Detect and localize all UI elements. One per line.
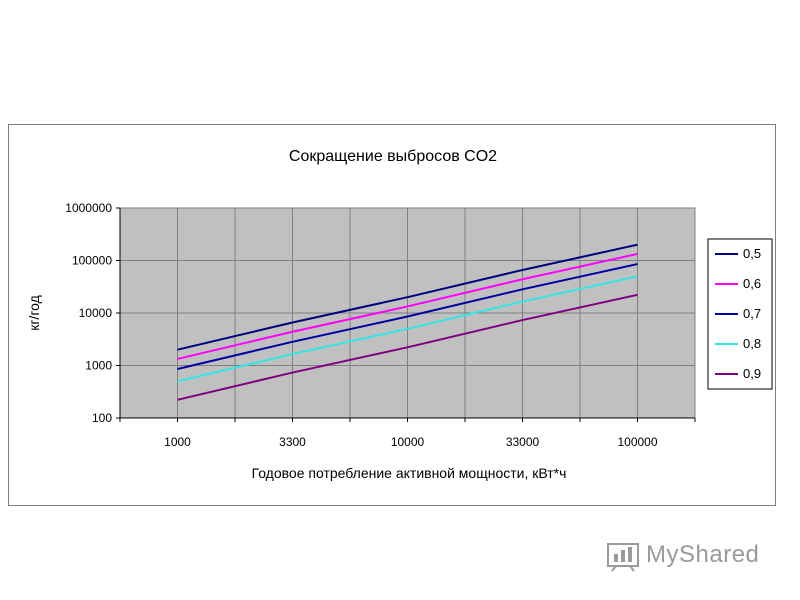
y-tick-label: 100000 xyxy=(72,254,112,268)
myshared-logo-icon xyxy=(607,543,639,572)
chart-svg: 100 1000 10000 100000 1000000 1000 3300 10000 33… xyxy=(26,148,773,481)
legend-label: 0,9 xyxy=(743,366,761,381)
watermark: MyShared xyxy=(606,535,759,575)
series-line xyxy=(177,263,638,370)
series-line xyxy=(177,293,638,401)
x-tick-label: 33000 xyxy=(506,435,540,449)
x-axis-title: Годовое потребление активной мощности, к… xyxy=(252,465,567,481)
legend-label: 0,8 xyxy=(743,336,761,351)
x-tick-label: 100000 xyxy=(617,435,657,449)
y-tick-label: 100 xyxy=(92,411,112,425)
watermark-text: MyShared xyxy=(646,541,760,568)
y-axis-title: кг/год xyxy=(26,295,42,331)
series-line xyxy=(177,243,638,351)
legend-label: 0,7 xyxy=(743,306,761,321)
x-tick-label: 1000 xyxy=(164,435,191,449)
chart-frame: 100 1000 10000 100000 1000000 1000 3300 10000 33… xyxy=(8,124,776,506)
legend-label: 0,5 xyxy=(743,246,761,261)
x-tick-label: 3300 xyxy=(279,435,306,449)
x-tick-label: 10000 xyxy=(391,435,425,449)
series-line xyxy=(177,252,638,360)
y-tick-label: 1000 xyxy=(85,359,112,373)
series-line xyxy=(177,275,638,383)
y-tick-label: 1000000 xyxy=(65,201,112,215)
chart-title: Сокращение выбросов CO2 xyxy=(289,148,497,165)
legend-label: 0,6 xyxy=(743,276,761,291)
y-tick-label: 10000 xyxy=(79,306,113,320)
